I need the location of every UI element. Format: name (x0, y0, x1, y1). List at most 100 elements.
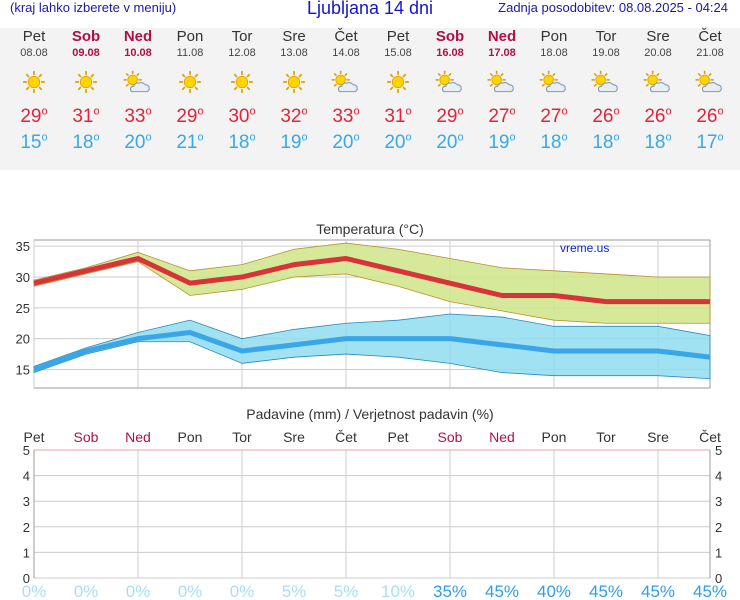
sun-cloud-icon (684, 60, 736, 104)
day-column: Sre 20.08 26o 18o (632, 28, 684, 156)
precip-probability-label: 0% (230, 582, 255, 600)
day-column: Ned 10.08 33o 20o (112, 28, 164, 156)
precip-day-label: Čet (699, 429, 721, 445)
sun-icon (372, 60, 424, 104)
day-name: Sob (435, 28, 465, 45)
temp-min: 18o (644, 131, 672, 153)
precip-ytick-left: 2 (23, 520, 30, 535)
day-column: Sob 09.08 31o 18o (60, 28, 112, 156)
temp-max: 26o (592, 105, 620, 127)
temp-min: 18o (592, 131, 620, 153)
sun-cloud-icon (632, 60, 684, 104)
temp-min: 18o (228, 131, 256, 153)
day-column: Sre 13.08 32o 19o (268, 28, 320, 156)
temp-ytick-label: 25 (16, 301, 30, 316)
day-name: Tor (595, 28, 617, 45)
temp-min: 18o (540, 131, 568, 153)
day-date: 18.08 (540, 47, 568, 59)
day-date: 08.08 (20, 47, 48, 59)
sun-icon (268, 60, 320, 104)
sun-cloud-icon (476, 60, 528, 104)
temp-ytick-label: 20 (16, 332, 30, 347)
day-name: Sob (71, 28, 101, 45)
day-name: Tor (231, 28, 253, 45)
day-name: Pet (22, 28, 46, 45)
precip-probability-label: 5% (282, 582, 307, 600)
day-column: Čet 14.08 33o 20o (320, 28, 372, 156)
temp-max: 27o (488, 105, 516, 127)
day-column: Pon 18.08 27o 18o (528, 28, 580, 156)
precip-day-label: Sob (74, 429, 99, 445)
day-date: 17.08 (488, 47, 516, 59)
temp-min: 21o (176, 131, 204, 153)
temp-max: 26o (644, 105, 672, 127)
precip-probability-label: 0% (74, 582, 99, 600)
temp-max: 29o (176, 105, 204, 127)
precip-ytick-right: 0 (715, 571, 722, 586)
day-date: 13.08 (280, 47, 308, 59)
precip-probability-label: 45% (693, 582, 727, 600)
precip-probability-label: 0% (22, 582, 47, 600)
precip-probability-label: 45% (485, 582, 519, 600)
temp-min: 20o (332, 131, 360, 153)
temp-ytick-label: 30 (16, 270, 30, 285)
temp-ytick-label: 15 (16, 363, 30, 378)
precip-ytick-right: 4 (715, 469, 722, 484)
forecast-strip: Pet 08.08 29o 15o Sob 09.08 31o 18o Ned … (0, 28, 740, 170)
temp-max: 29o (20, 105, 48, 127)
max-temp-line (33, 256, 710, 305)
temp-min: 20o (436, 131, 464, 153)
precip-ytick-left: 3 (23, 494, 30, 509)
precip-chart-title: Padavine (mm) / Verjetnost padavin (%) (246, 406, 493, 422)
sun-cloud-icon (320, 60, 372, 104)
precip-day-label: Čet (335, 429, 357, 445)
precip-day-label: Tor (596, 429, 616, 445)
day-column: Tor 19.08 26o 18o (580, 28, 632, 156)
precip-ytick-right: 3 (715, 494, 722, 509)
day-name: Čet (334, 28, 358, 45)
precip-ytick-left: 4 (23, 469, 30, 484)
day-name: Ned (487, 28, 517, 45)
sun-cloud-icon (424, 60, 476, 104)
sun-cloud-icon (580, 60, 632, 104)
sun-cloud-icon (528, 60, 580, 104)
day-column: Pon 11.08 29o 21o (164, 28, 216, 156)
day-name: Sre (282, 28, 306, 45)
day-date: 10.08 (124, 47, 152, 59)
day-date: 21.08 (696, 47, 724, 59)
day-column: Pet 08.08 29o 15o (8, 28, 60, 156)
day-name: Pet (386, 28, 410, 45)
precip-ytick-left: 1 (23, 545, 30, 560)
precip-probability-label: 5% (334, 582, 359, 600)
day-date: 09.08 (72, 47, 100, 59)
temp-max: 30o (228, 105, 256, 127)
precip-day-label: Tor (232, 429, 252, 445)
day-date: 11.08 (176, 47, 204, 59)
precip-ytick-left: 5 (23, 443, 30, 458)
temp-ytick-label: 35 (16, 239, 30, 254)
precip-day-label: Sre (647, 429, 669, 445)
day-column: Pet 15.08 31o 20o (372, 28, 424, 156)
day-date: 16.08 (436, 47, 464, 59)
temp-min: 19o (280, 131, 308, 153)
precip-day-label: Sob (438, 429, 463, 445)
precip-probability-label: 45% (641, 582, 675, 600)
temp-max: 31o (72, 105, 100, 127)
day-name: Čet (698, 28, 722, 45)
precip-day-label: Pon (178, 429, 203, 445)
temp-max: 26o (696, 105, 724, 127)
temp-min: 18o (72, 131, 100, 153)
header-hint: (kraj lahko izberete v meniju) (10, 0, 177, 15)
sun-icon (216, 60, 268, 104)
temp-max: 32o (280, 105, 308, 127)
day-date: 12.08 (228, 47, 256, 59)
precip-day-label: Ned (489, 429, 515, 445)
temp-max: 31o (384, 105, 412, 127)
precip-ytick-right: 2 (715, 520, 722, 535)
temp-min: 19o (488, 131, 516, 153)
last-updated: Zadnja posodobitev: 08.08.2025 - 04:24 (498, 0, 728, 15)
temp-min: 20o (124, 131, 152, 153)
sun-icon (164, 60, 216, 104)
temp-chart-title: Temperatura (°C) (316, 221, 424, 237)
